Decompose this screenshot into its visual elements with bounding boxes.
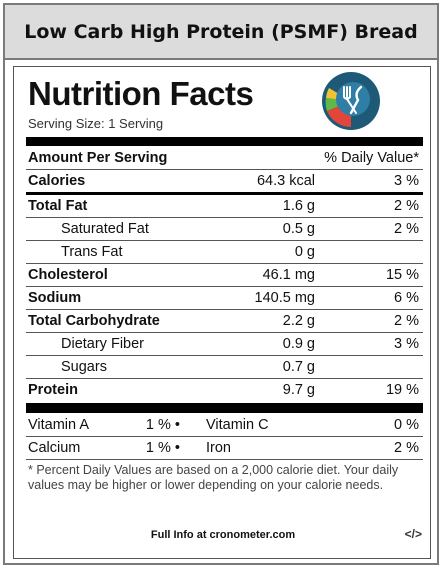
nutrient-amount: 9.7 g bbox=[282, 382, 315, 398]
cronometer-logo-icon bbox=[322, 72, 380, 130]
nutrient-row: Sugars 0.7 g bbox=[26, 356, 423, 379]
nutrient-amount: 46.1 mg bbox=[262, 267, 315, 283]
recipe-title: Low Carb High Protein (PSMF) Bread bbox=[24, 20, 418, 43]
nutrient-row: Total Fat 1.6 g 2 % bbox=[26, 195, 423, 218]
daily-value-header: % Daily Value* bbox=[324, 150, 419, 166]
nutrient-daily-value: 2 % bbox=[394, 313, 419, 329]
nutrient-daily-value: 3 % bbox=[394, 336, 419, 352]
vitamin-percent: 1 % • bbox=[145, 417, 180, 433]
vitamin-percent: 0 % bbox=[394, 417, 419, 433]
nutrient-row: Saturated Fat 0.5 g 2 % bbox=[26, 218, 423, 241]
nutrient-amount: 0.5 g bbox=[282, 221, 315, 237]
nutrient-daily-value: 6 % bbox=[394, 290, 419, 306]
amount-per-serving-row: Amount Per Serving % Daily Value* bbox=[26, 147, 423, 170]
nutrient-amount: 0.7 g bbox=[282, 359, 315, 375]
daily-value-footnote: * Percent Daily Values are based on a 2,… bbox=[28, 463, 399, 492]
nutrient-daily-value: 3 % bbox=[394, 173, 419, 189]
nutrient-amount: 140.5 mg bbox=[254, 290, 315, 306]
nutrient-daily-value: 2 % bbox=[394, 221, 419, 237]
nutrient-amount: 0 g bbox=[294, 244, 315, 260]
nutrient-name: Dietary Fiber bbox=[61, 336, 144, 352]
serving-size: Serving Size: 1 Serving bbox=[28, 116, 164, 131]
nutrient-amount: 2.2 g bbox=[282, 313, 315, 329]
vitamin-name: Vitamin C bbox=[206, 417, 269, 433]
embed-code-button[interactable]: </> bbox=[404, 527, 422, 541]
nutrient-row: Calories 64.3 kcal 3 % bbox=[26, 170, 423, 195]
nutrient-name: Calories bbox=[28, 173, 86, 189]
vitamin-row: Vitamin A 1 % • Vitamin C 0 % bbox=[26, 414, 423, 437]
vitamin-percent: 1 % • bbox=[145, 440, 180, 456]
nutrient-name: Cholesterol bbox=[28, 267, 108, 283]
nutrient-name: Saturated Fat bbox=[61, 221, 149, 237]
vitamin-name: Vitamin A bbox=[28, 417, 89, 433]
cronometer-link[interactable]: Full Info at cronometer.com bbox=[150, 529, 296, 541]
nutrient-name: Trans Fat bbox=[61, 244, 123, 260]
nutrient-row: Sodium 140.5 mg 6 % bbox=[26, 287, 423, 310]
nutrient-row: Dietary Fiber 0.9 g 3 % bbox=[26, 333, 423, 356]
amount-per-serving-label: Amount Per Serving bbox=[28, 150, 168, 166]
nutrition-facts-panel: Nutrition Facts Serving Size: 1 Serving … bbox=[13, 66, 431, 559]
nutrient-name: Protein bbox=[28, 382, 78, 398]
nutrient-row: Cholesterol 46.1 mg 15 % bbox=[26, 264, 423, 287]
nutrition-facts-title: Nutrition Facts bbox=[28, 75, 254, 112]
thick-divider bbox=[26, 403, 423, 413]
nutrient-daily-value: 2 % bbox=[394, 198, 419, 214]
vitamin-name: Iron bbox=[206, 440, 231, 456]
nutrient-name: Sodium bbox=[28, 290, 82, 306]
nutrient-amount: 64.3 kcal bbox=[256, 173, 315, 189]
thick-divider bbox=[26, 137, 423, 146]
vitamin-name: Calcium bbox=[28, 440, 81, 456]
nutrient-name: Total Carbohydrate bbox=[28, 313, 160, 329]
recipe-title-bar: Low Carb High Protein (PSMF) Bread bbox=[5, 5, 437, 60]
nutrient-row: Total Carbohydrate 2.2 g 2 % bbox=[26, 310, 423, 333]
nutrient-name: Total Fat bbox=[28, 198, 88, 214]
nutrition-card: Low Carb High Protein (PSMF) Bread Nutri… bbox=[3, 3, 439, 565]
nutrient-daily-value: 19 % bbox=[385, 382, 419, 398]
nutrient-amount: 0.9 g bbox=[282, 336, 315, 352]
nutrient-name: Sugars bbox=[61, 359, 107, 375]
nutrient-row: Trans Fat 0 g bbox=[26, 241, 423, 264]
nutrient-amount: 1.6 g bbox=[282, 198, 315, 214]
nutrient-row: Protein 9.7 g 19 % bbox=[26, 379, 423, 402]
vitamin-row: Calcium 1 % • Iron 2 % bbox=[26, 437, 423, 460]
nutrient-daily-value: 15 % bbox=[385, 267, 419, 283]
vitamin-percent: 2 % bbox=[394, 440, 419, 456]
